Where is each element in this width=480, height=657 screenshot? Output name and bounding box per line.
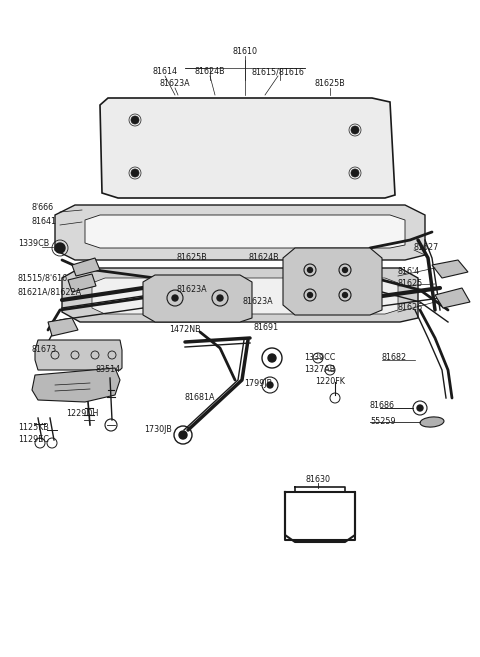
Text: 1730JB: 1730JB bbox=[144, 426, 172, 434]
Text: 81625B: 81625B bbox=[177, 254, 207, 263]
Text: 81515/8'616: 81515/8'616 bbox=[18, 273, 68, 283]
Polygon shape bbox=[85, 215, 405, 248]
Text: 8'666: 8'666 bbox=[32, 204, 54, 212]
Text: 81614: 81614 bbox=[153, 68, 178, 76]
Polygon shape bbox=[68, 274, 96, 292]
Text: 1339CC: 1339CC bbox=[304, 353, 336, 363]
Text: 1327AB: 1327AB bbox=[304, 365, 336, 374]
Text: 81626: 81626 bbox=[398, 304, 423, 313]
Polygon shape bbox=[62, 268, 418, 322]
Circle shape bbox=[172, 295, 178, 301]
Text: 816'4: 816'4 bbox=[398, 267, 420, 277]
Text: 81691: 81691 bbox=[253, 323, 278, 332]
Circle shape bbox=[351, 169, 359, 177]
Text: 81686: 81686 bbox=[370, 401, 395, 411]
Circle shape bbox=[417, 405, 423, 411]
Polygon shape bbox=[35, 340, 122, 370]
Text: 81673: 81673 bbox=[32, 346, 57, 355]
Circle shape bbox=[131, 169, 139, 177]
Polygon shape bbox=[283, 248, 382, 315]
Text: 55259: 55259 bbox=[370, 417, 396, 426]
Text: 1125KB: 1125KB bbox=[18, 424, 49, 432]
Text: 81627: 81627 bbox=[414, 244, 439, 252]
Polygon shape bbox=[48, 318, 78, 336]
Circle shape bbox=[268, 354, 276, 362]
Text: 81615/81616: 81615/81616 bbox=[252, 68, 304, 76]
Text: 81624B: 81624B bbox=[249, 254, 279, 263]
Text: 81625: 81625 bbox=[398, 279, 423, 288]
Text: 81681A: 81681A bbox=[185, 394, 215, 403]
Text: 81630: 81630 bbox=[305, 476, 331, 484]
Circle shape bbox=[351, 126, 359, 134]
Ellipse shape bbox=[420, 417, 444, 427]
Text: 81682: 81682 bbox=[382, 353, 407, 363]
Text: 1229DH: 1229DH bbox=[66, 409, 98, 419]
Text: 1799JB: 1799JB bbox=[244, 380, 272, 388]
Polygon shape bbox=[72, 258, 100, 276]
Circle shape bbox=[267, 382, 273, 388]
Polygon shape bbox=[92, 278, 398, 314]
Text: 81623A: 81623A bbox=[243, 298, 273, 307]
Text: 81623A: 81623A bbox=[160, 79, 190, 89]
Text: 1129EC: 1129EC bbox=[18, 436, 49, 445]
Circle shape bbox=[55, 243, 65, 253]
Polygon shape bbox=[100, 98, 395, 198]
Text: 81624B: 81624B bbox=[195, 68, 225, 76]
Text: 81621A/81622A: 81621A/81622A bbox=[18, 288, 82, 296]
Polygon shape bbox=[435, 288, 470, 308]
Text: 81610: 81610 bbox=[232, 47, 257, 57]
Circle shape bbox=[343, 267, 348, 273]
Circle shape bbox=[179, 431, 187, 439]
Text: 81623A: 81623A bbox=[177, 286, 207, 294]
Text: 81625B: 81625B bbox=[314, 79, 346, 89]
Polygon shape bbox=[432, 260, 468, 278]
Polygon shape bbox=[32, 368, 120, 402]
Polygon shape bbox=[55, 205, 425, 260]
Text: 81641: 81641 bbox=[32, 217, 57, 227]
Polygon shape bbox=[143, 275, 252, 322]
Circle shape bbox=[308, 267, 312, 273]
Circle shape bbox=[343, 292, 348, 298]
Text: 1472NB: 1472NB bbox=[169, 325, 201, 334]
Text: 1220FK: 1220FK bbox=[315, 378, 345, 386]
Text: 1339CB: 1339CB bbox=[18, 240, 49, 248]
Circle shape bbox=[308, 292, 312, 298]
Text: 83514: 83514 bbox=[96, 365, 120, 374]
Circle shape bbox=[217, 295, 223, 301]
Circle shape bbox=[131, 116, 139, 124]
